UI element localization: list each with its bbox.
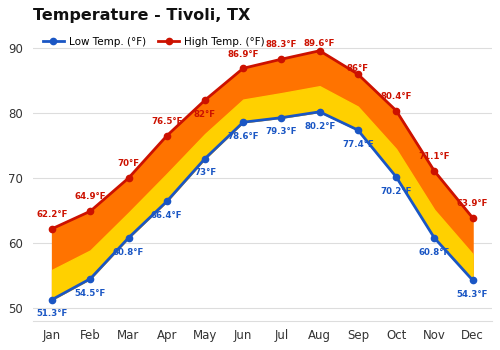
Text: 71.1°F: 71.1°F bbox=[418, 152, 450, 161]
Text: 77.4°F: 77.4°F bbox=[342, 140, 374, 149]
Text: 66.4°F: 66.4°F bbox=[151, 211, 182, 220]
Text: 89.6°F: 89.6°F bbox=[304, 39, 336, 48]
Text: 86.9°F: 86.9°F bbox=[228, 50, 259, 58]
Text: 63.9°F: 63.9°F bbox=[457, 199, 488, 208]
Text: 51.3°F: 51.3°F bbox=[36, 309, 68, 318]
Text: 54.5°F: 54.5°F bbox=[74, 288, 106, 298]
Text: 64.9°F: 64.9°F bbox=[74, 193, 106, 202]
Legend: Low Temp. (°F), High Temp. (°F): Low Temp. (°F), High Temp. (°F) bbox=[42, 37, 265, 47]
Text: 70°F: 70°F bbox=[118, 159, 140, 168]
Text: 73°F: 73°F bbox=[194, 168, 216, 177]
Text: 60.8°F: 60.8°F bbox=[113, 247, 144, 257]
Text: 82°F: 82°F bbox=[194, 110, 216, 119]
Text: 86°F: 86°F bbox=[347, 64, 369, 74]
Text: 70.2°F: 70.2°F bbox=[380, 187, 412, 196]
Text: 88.3°F: 88.3°F bbox=[266, 41, 297, 49]
Text: 79.3°F: 79.3°F bbox=[266, 127, 297, 136]
Text: 80.2°F: 80.2°F bbox=[304, 121, 336, 131]
Text: 76.5°F: 76.5°F bbox=[151, 117, 182, 126]
Text: 78.6°F: 78.6°F bbox=[228, 132, 259, 141]
Text: 60.8°F: 60.8°F bbox=[418, 247, 450, 257]
Text: 54.3°F: 54.3°F bbox=[457, 290, 488, 299]
Text: 80.4°F: 80.4°F bbox=[380, 92, 412, 101]
Text: Temperature - Tivoli, TX: Temperature - Tivoli, TX bbox=[33, 8, 250, 23]
Text: 62.2°F: 62.2°F bbox=[36, 210, 68, 219]
